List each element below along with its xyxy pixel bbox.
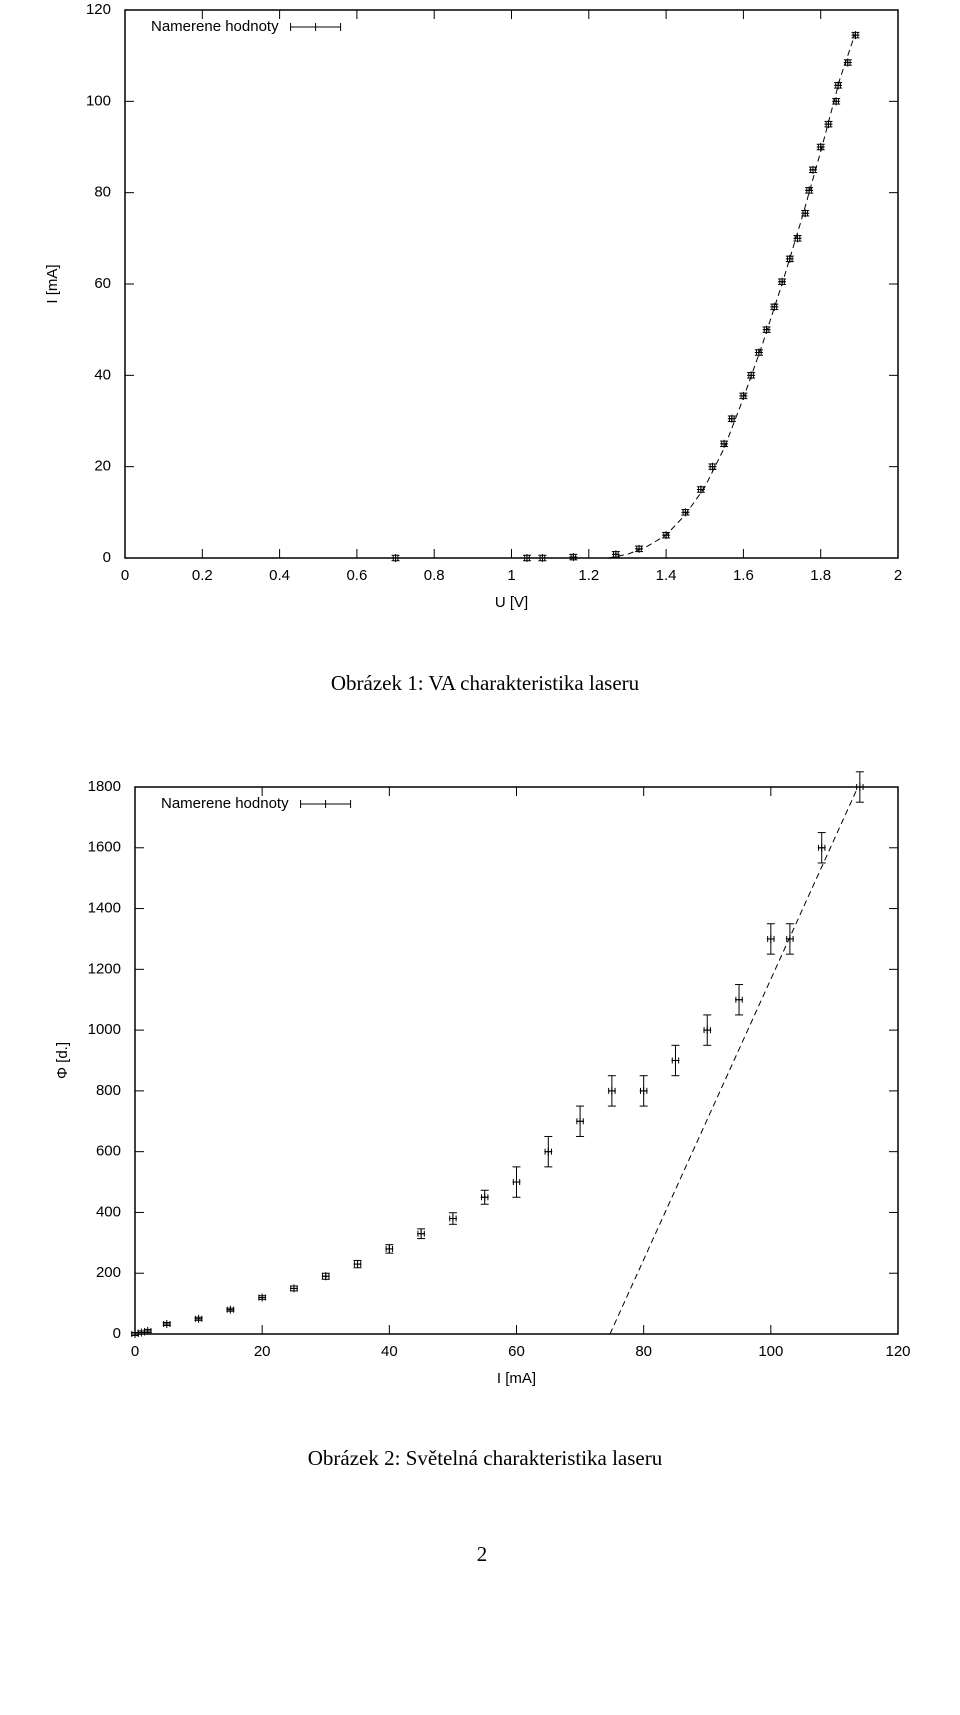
data-point bbox=[258, 1293, 267, 1302]
data-point bbox=[321, 1272, 330, 1281]
page-number: 2 bbox=[477, 1542, 488, 1566]
data-point bbox=[226, 1305, 235, 1314]
x-tick-label: 1.8 bbox=[810, 567, 831, 584]
plot-frame bbox=[134, 786, 899, 1335]
data-point bbox=[754, 348, 763, 357]
data-point bbox=[801, 209, 810, 218]
data-point bbox=[770, 302, 779, 311]
x-tick-label: 1.2 bbox=[578, 567, 599, 584]
data-point bbox=[671, 1044, 680, 1077]
data-point bbox=[832, 97, 841, 106]
y-axis-label: I [mA] bbox=[44, 264, 61, 303]
data-point bbox=[538, 554, 547, 562]
y-tick-label: 1800 bbox=[88, 778, 121, 795]
y-tick-label: 40 bbox=[94, 366, 111, 383]
x-axis-label: I [mA] bbox=[497, 1370, 536, 1387]
y-tick-label: 400 bbox=[96, 1203, 121, 1220]
x-tick-label: 0 bbox=[121, 567, 129, 584]
data-point bbox=[855, 771, 864, 803]
data-point bbox=[662, 531, 671, 540]
data-point bbox=[766, 923, 775, 955]
x-tick-label: 100 bbox=[758, 1343, 783, 1360]
data-point bbox=[785, 254, 794, 263]
y-axis-label: Φ [d.] bbox=[54, 1042, 71, 1079]
y-tick-label: 80 bbox=[94, 184, 111, 201]
data-point bbox=[512, 1166, 521, 1198]
x-tick-label: 1.6 bbox=[733, 567, 754, 584]
y-tick-label: 1600 bbox=[88, 839, 121, 856]
data-point bbox=[391, 554, 400, 562]
data-point bbox=[385, 1244, 394, 1254]
data-point bbox=[727, 414, 736, 423]
data-point bbox=[708, 462, 717, 471]
y-tick-label: 0 bbox=[103, 549, 111, 566]
data-point bbox=[480, 1189, 489, 1205]
data-point bbox=[805, 186, 814, 195]
y-tick-label: 60 bbox=[94, 275, 111, 292]
x-tick-label: 60 bbox=[508, 1343, 525, 1360]
y-tick-label: 100 bbox=[86, 92, 111, 109]
data-point bbox=[851, 31, 860, 40]
y-tick-label: 200 bbox=[96, 1264, 121, 1281]
data-point bbox=[544, 1135, 553, 1168]
data-point bbox=[703, 1014, 712, 1046]
x-tick-label: 120 bbox=[885, 1343, 910, 1360]
data-point bbox=[448, 1212, 457, 1225]
y-tick-label: 1000 bbox=[88, 1021, 121, 1038]
data-point bbox=[739, 391, 748, 400]
y-tick-label: 1400 bbox=[88, 900, 121, 917]
data-point bbox=[735, 984, 744, 1016]
y-tick-label: 0 bbox=[113, 1325, 121, 1342]
data-point bbox=[289, 1284, 298, 1293]
legend-label: Namerene hodnoty bbox=[161, 795, 289, 812]
x-tick-label: 2 bbox=[894, 567, 902, 584]
x-tick-label: 20 bbox=[254, 1343, 271, 1360]
data-point bbox=[162, 1319, 171, 1328]
x-tick-label: 0.6 bbox=[346, 567, 367, 584]
x-tick-label: 0 bbox=[131, 1343, 139, 1360]
y-tick-label: 1200 bbox=[88, 960, 121, 977]
data-point bbox=[785, 923, 794, 955]
x-tick-label: 0.8 bbox=[424, 567, 445, 584]
data-point bbox=[793, 234, 802, 243]
y-tick-label: 20 bbox=[94, 458, 111, 475]
y-tick-label: 120 bbox=[86, 1, 111, 18]
legend-label: Namerene hodnoty bbox=[151, 18, 279, 35]
data-point bbox=[607, 1075, 616, 1107]
caption: Obrázek 1: VA charakteristika laseru bbox=[331, 671, 640, 695]
x-tick-label: 1 bbox=[507, 567, 515, 584]
data-point bbox=[143, 1326, 152, 1335]
data-point bbox=[194, 1314, 203, 1323]
data-point bbox=[417, 1228, 426, 1240]
y-tick-label: 800 bbox=[96, 1082, 121, 1099]
x-tick-label: 0.4 bbox=[269, 567, 290, 584]
x-axis-label: U [V] bbox=[495, 594, 528, 611]
data-point bbox=[353, 1259, 362, 1269]
x-tick-label: 80 bbox=[635, 1343, 652, 1360]
data-point bbox=[824, 120, 833, 129]
data-point bbox=[817, 832, 826, 864]
data-point bbox=[639, 1075, 648, 1107]
fit-line bbox=[608, 32, 856, 559]
x-tick-label: 0.2 bbox=[192, 567, 213, 584]
x-tick-label: 40 bbox=[381, 1343, 398, 1360]
caption: Obrázek 2: Světelná charakteristika lase… bbox=[308, 1446, 663, 1470]
data-point bbox=[522, 554, 531, 562]
y-tick-label: 600 bbox=[96, 1143, 121, 1160]
data-point bbox=[569, 553, 578, 562]
x-tick-label: 1.4 bbox=[656, 567, 677, 584]
data-point bbox=[834, 81, 843, 90]
fit-line bbox=[609, 786, 859, 1335]
data-point bbox=[576, 1105, 585, 1137]
